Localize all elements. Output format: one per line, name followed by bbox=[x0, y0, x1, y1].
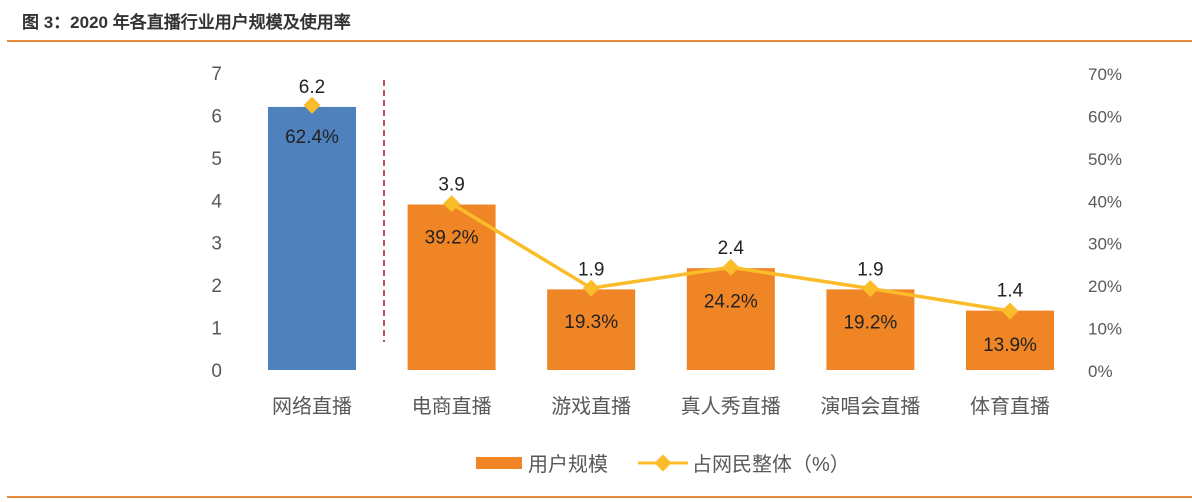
line-value-label: 19.2% bbox=[843, 313, 897, 334]
right-tick-label: 70% bbox=[1088, 65, 1122, 84]
line-value-label: 24.2% bbox=[704, 291, 758, 312]
bar bbox=[686, 268, 775, 370]
bar bbox=[966, 310, 1054, 370]
line-marker bbox=[1001, 302, 1019, 320]
bar-value-label: 2.4 bbox=[718, 238, 745, 259]
legend-line-swatch bbox=[638, 454, 688, 471]
line-value-label: 62.4% bbox=[285, 127, 339, 148]
line-marker bbox=[861, 280, 879, 298]
right-tick-label: 20% bbox=[1088, 277, 1122, 296]
bar-value-label: 6.2 bbox=[299, 77, 325, 98]
line-marker bbox=[722, 258, 740, 276]
figure-title: 图 3：2020 年各直播行业用户规模及使用率 bbox=[22, 13, 351, 32]
left-tick-label: 2 bbox=[211, 276, 222, 297]
bar bbox=[547, 289, 636, 370]
bar-value-label: 1.4 bbox=[997, 281, 1024, 302]
right-tick-label: 10% bbox=[1088, 320, 1122, 339]
bar bbox=[826, 289, 915, 370]
right-tick-label: 60% bbox=[1088, 107, 1122, 126]
line-marker bbox=[443, 195, 461, 213]
left-tick-label: 1 bbox=[211, 319, 222, 340]
right-tick-label: 50% bbox=[1088, 150, 1122, 169]
category-label: 演唱会直播 bbox=[820, 395, 920, 418]
left-tick-label: 6 bbox=[211, 106, 222, 127]
line-value-label: 13.9% bbox=[983, 335, 1037, 356]
left-tick-label: 3 bbox=[211, 234, 222, 255]
legend-line-label: 占网民整体（%） bbox=[692, 454, 850, 476]
right-tick-label: 40% bbox=[1088, 192, 1122, 211]
left-tick-label: 4 bbox=[211, 191, 222, 212]
bar-value-label: 3.9 bbox=[438, 175, 464, 196]
category-label: 真人秀直播 bbox=[681, 395, 781, 418]
bar bbox=[268, 106, 356, 370]
line-marker bbox=[582, 279, 600, 297]
legend: 用户规模 占网民整体（%） bbox=[476, 448, 850, 477]
category-label: 电商直播 bbox=[412, 395, 492, 418]
category-label: 游戏直播 bbox=[551, 395, 631, 418]
bar-value-label: 1.9 bbox=[857, 259, 883, 280]
category-label: 体育直播 bbox=[970, 395, 1050, 418]
left-tick-label: 7 bbox=[211, 64, 222, 85]
legend-bar-label: 用户规模 bbox=[528, 454, 608, 476]
bar bbox=[407, 204, 496, 370]
legend-bar-swatch bbox=[476, 456, 522, 469]
top-rule bbox=[7, 40, 1192, 42]
right-tick-label: 0% bbox=[1088, 362, 1113, 381]
category-label: 网络直播 bbox=[272, 395, 352, 418]
left-tick-label: 5 bbox=[211, 149, 222, 170]
bar-value-label: 1.9 bbox=[578, 259, 604, 280]
bottom-rule bbox=[7, 496, 1192, 498]
left-tick-label: 0 bbox=[211, 361, 222, 382]
line-marker bbox=[303, 96, 321, 114]
right-tick-label: 30% bbox=[1088, 235, 1122, 254]
line-value-label: 19.3% bbox=[564, 312, 618, 333]
line-value-label: 39.2% bbox=[425, 228, 479, 249]
